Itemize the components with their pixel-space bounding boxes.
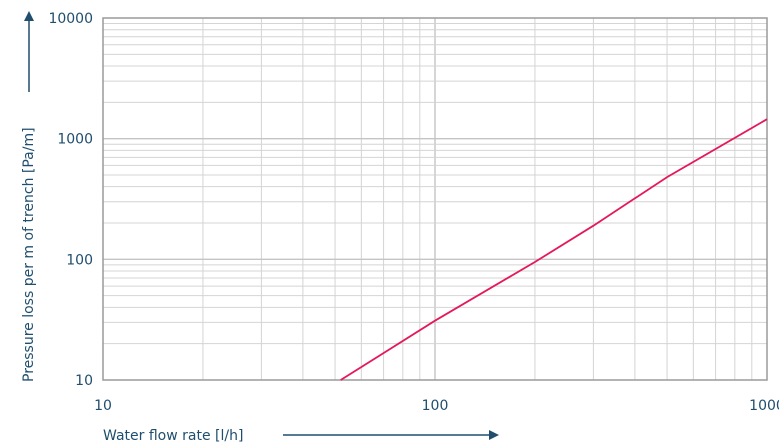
series-layer bbox=[340, 118, 768, 381]
plot-frame bbox=[102, 17, 768, 381]
y-tick-label: 100 bbox=[66, 252, 93, 268]
x-tick-label: 100 bbox=[422, 398, 449, 414]
x-axis-label: Water flow rate [l/h] bbox=[103, 428, 243, 444]
y-tick-label: 10 bbox=[75, 373, 93, 389]
x-tick-label: 10 bbox=[94, 398, 112, 414]
x-tick-label: 1000 bbox=[749, 398, 779, 414]
series-line-0 bbox=[340, 118, 768, 381]
y-tick-label: 10000 bbox=[48, 11, 93, 27]
y-axis-label: Pressure loss per m of trench [Pa/m] bbox=[21, 127, 37, 382]
tick-labels: 10 100 1000 10 100 1000 10000 bbox=[48, 11, 779, 414]
y-tick-label: 1000 bbox=[57, 132, 93, 148]
grid-layer bbox=[103, 18, 767, 380]
